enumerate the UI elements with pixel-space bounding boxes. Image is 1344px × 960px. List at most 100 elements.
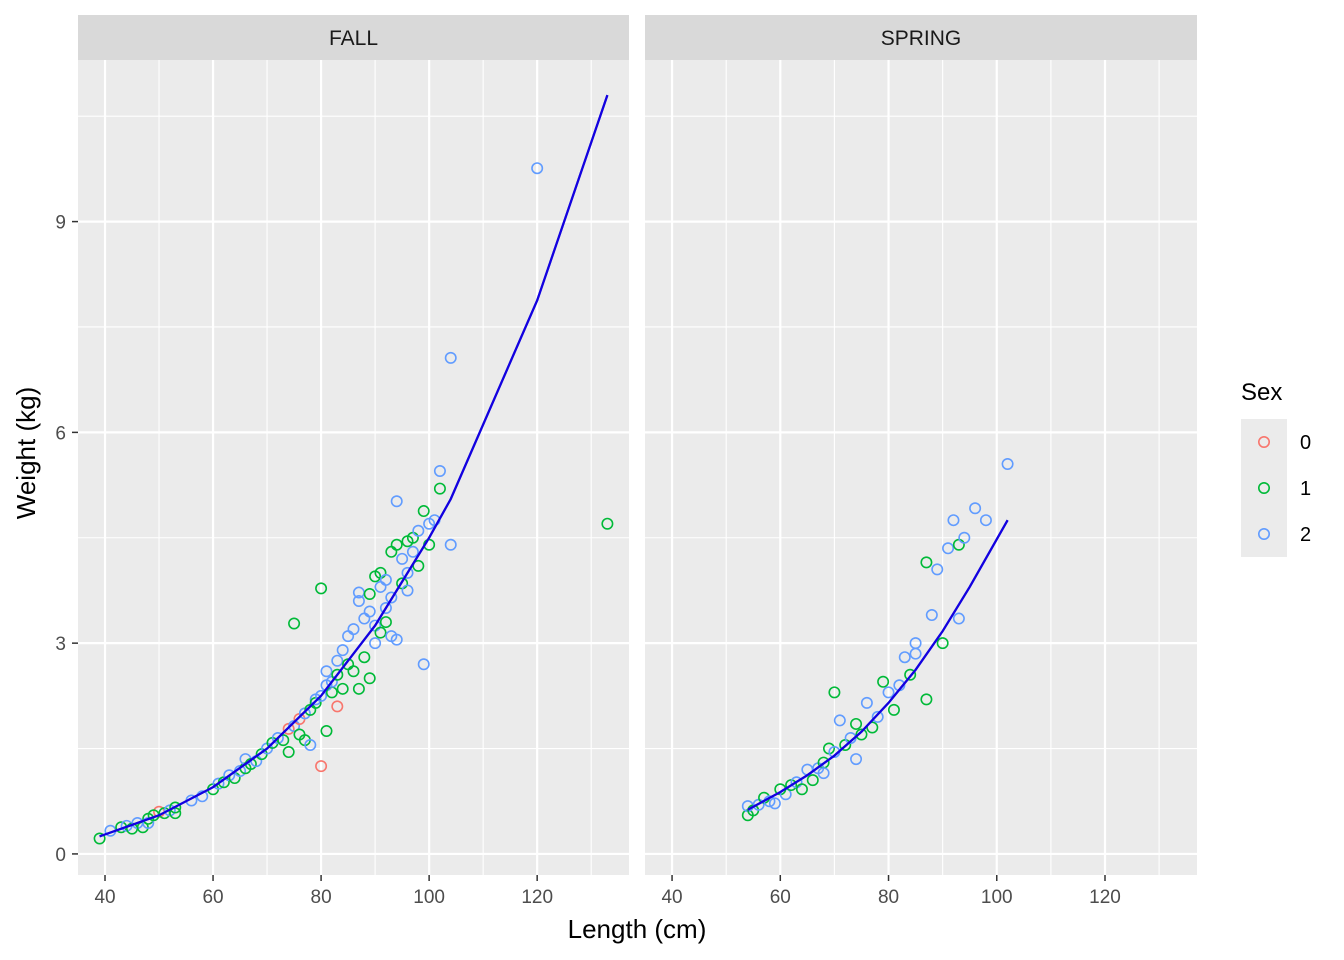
data-point [320, 724, 333, 737]
data-point [806, 774, 819, 787]
x-tick-label: 60 [770, 887, 791, 908]
legend-title: Sex [1241, 379, 1282, 406]
data-point [433, 465, 446, 478]
data-point [379, 573, 392, 586]
data-point [369, 637, 382, 650]
data-point [909, 647, 922, 660]
data-point [315, 689, 328, 702]
x-axis-title: Length (cm) [568, 914, 707, 944]
legend-label: 2 [1300, 524, 1311, 546]
data-point [358, 651, 371, 664]
data-point [768, 797, 781, 810]
data-point [396, 552, 409, 565]
data-point [93, 832, 106, 845]
data-point [828, 686, 841, 699]
data-point [363, 605, 376, 618]
facet-strip [78, 15, 629, 60]
x-tick-label: 80 [311, 887, 332, 908]
x-tick-label: 80 [878, 887, 899, 908]
data-point [282, 746, 295, 759]
data-point [374, 626, 387, 639]
data-point [315, 582, 328, 595]
data-point [855, 728, 868, 741]
panel-fall: FALL 40 60 80 100 120 0 3 6 9 [55, 15, 629, 908]
data-point [277, 734, 290, 747]
panel-spring: SPRING 40 60 80 100 120 [645, 15, 1197, 908]
data-point [379, 616, 392, 629]
data-point [871, 710, 884, 723]
data-point [379, 602, 392, 615]
data-point [271, 731, 284, 744]
facet-strip-label: SPRING [881, 27, 962, 50]
x-tick-label: 100 [413, 887, 445, 908]
data-point [850, 753, 863, 766]
legend-key [1241, 511, 1287, 557]
data-point [336, 682, 349, 695]
panels: FALL 40 60 80 100 120 0 3 6 9 SPRING 40 60 80 100 120 [55, 15, 1197, 908]
data-point [444, 538, 457, 551]
data-point [958, 531, 971, 544]
x-tick-label: 120 [1089, 887, 1121, 908]
legend-key-marker [1258, 481, 1271, 494]
x-tick-label: 40 [661, 887, 682, 908]
y-tick-label: 6 [55, 423, 66, 444]
y-tick-label: 3 [55, 634, 66, 655]
data-point [331, 700, 344, 713]
x-tick-label: 100 [981, 887, 1013, 908]
data-point [363, 672, 376, 685]
data-point [352, 594, 365, 607]
data-point [531, 162, 544, 175]
data-point [877, 675, 890, 688]
data-point [212, 777, 225, 790]
data-point [288, 617, 301, 630]
data-point [898, 651, 911, 664]
data-point [601, 517, 614, 530]
y-axis-title: Weight (kg) [11, 387, 41, 519]
data-point [401, 566, 414, 579]
data-point [401, 584, 414, 597]
data-point [947, 514, 960, 527]
data-point [860, 696, 873, 709]
data-point [942, 542, 955, 555]
data-point [347, 623, 360, 636]
data-point [412, 524, 425, 537]
data-point [795, 783, 808, 796]
data-point [920, 693, 933, 706]
x-tick-label: 40 [94, 887, 115, 908]
data-point [417, 658, 430, 671]
panel-background [645, 60, 1197, 875]
legend: Sex 0 1 2 [1241, 379, 1311, 557]
data-point [363, 587, 376, 600]
data-point [866, 721, 879, 734]
legend-key-marker [1258, 527, 1271, 540]
data-point [925, 609, 938, 622]
data-point [331, 654, 344, 667]
data-point [352, 682, 365, 695]
data-point [390, 633, 403, 646]
data-point [882, 686, 895, 699]
data-point [320, 665, 333, 678]
data-point [920, 556, 933, 569]
y-tick-label: 9 [55, 213, 66, 234]
data-point [315, 760, 328, 773]
data-point [850, 717, 863, 730]
data-point [390, 495, 403, 508]
data-point [417, 505, 430, 518]
data-point [833, 714, 846, 727]
data-point [952, 612, 965, 625]
data-point [969, 502, 982, 515]
facet-strip [645, 15, 1197, 60]
data-point [433, 482, 446, 495]
data-point [385, 591, 398, 604]
legend-key [1241, 419, 1287, 465]
data-point [1001, 457, 1014, 470]
data-point [331, 668, 344, 681]
x-tick-label: 120 [521, 887, 553, 908]
fit-line-sex-2 [747, 519, 1009, 811]
data-point [817, 767, 830, 780]
data-point [304, 739, 317, 752]
legend-key [1241, 465, 1287, 511]
data-point [979, 514, 992, 527]
y-tick-label: 0 [55, 845, 66, 866]
data-point [336, 644, 349, 657]
